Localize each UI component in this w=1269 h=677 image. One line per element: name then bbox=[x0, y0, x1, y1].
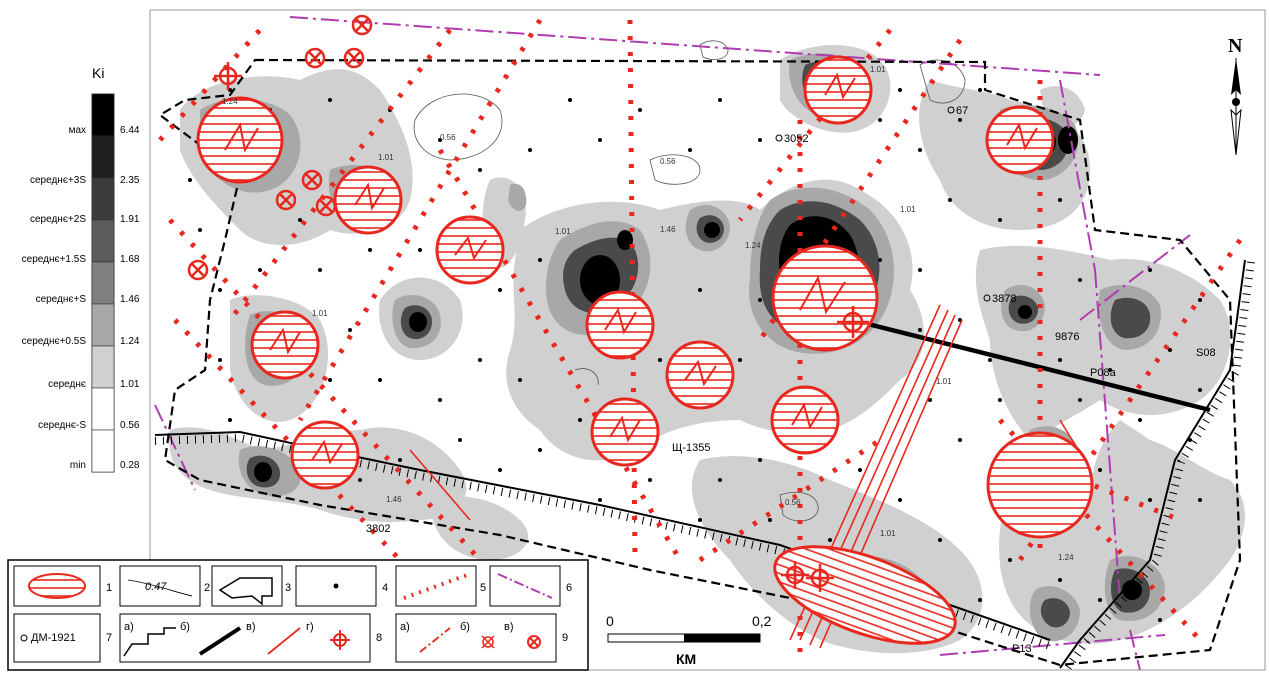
map-area: 3052 67 3878 9876 S08 P08a Щ-1355 3802 P… bbox=[154, 14, 1255, 670]
legend-labels: мах 6.44 середнє+3S 2.35 середнє+2S 1.91… bbox=[22, 125, 140, 471]
legend-swatch bbox=[91, 177, 115, 221]
key-8a: а) bbox=[124, 621, 134, 633]
scale-legend: Ki мах 6.44 середнє+3S 2.35 середнє+2S 1… bbox=[22, 65, 140, 473]
legend-label-max: мах bbox=[69, 125, 86, 136]
contour-label: 1.24 bbox=[1058, 553, 1074, 562]
legend-value-s: 1.46 bbox=[120, 294, 140, 305]
key-8: 8 bbox=[376, 632, 382, 644]
legend-value-3s: 2.35 bbox=[120, 175, 140, 186]
legend-value-minus-s: 0.56 bbox=[120, 420, 140, 431]
legend-swatch bbox=[91, 219, 115, 263]
key-8g: г) bbox=[306, 621, 314, 633]
north-arrow: N bbox=[1228, 35, 1243, 156]
legend-label-2s: середнє+2S bbox=[30, 214, 86, 225]
fault-lines bbox=[154, 16, 1191, 670]
north-label: N bbox=[1228, 35, 1243, 57]
key-5: 5 bbox=[480, 582, 486, 594]
well-67: 67 bbox=[956, 105, 968, 117]
legend-value-2s: 1.91 bbox=[120, 214, 140, 225]
well-3802: 3802 bbox=[366, 523, 390, 535]
contour-lines bbox=[413, 40, 966, 522]
legend-label-0-5s: середнє+0.5S bbox=[22, 336, 87, 347]
legend-swatches bbox=[91, 93, 115, 473]
legend-swatch bbox=[91, 261, 115, 305]
zigzag-marks bbox=[224, 72, 1038, 465]
scale-end: 0,2 bbox=[752, 613, 772, 629]
legend-swatch bbox=[91, 135, 115, 179]
contour-label: 1.01 bbox=[880, 529, 896, 538]
key-8v: в) bbox=[246, 621, 256, 633]
key-8b: б) bbox=[180, 621, 190, 633]
key-sample-value: 0.47 bbox=[145, 581, 167, 593]
legend-label-min: min bbox=[70, 460, 86, 471]
key-well-label: ДМ-1921 bbox=[31, 632, 76, 644]
legend-swatch bbox=[91, 345, 115, 389]
contour-label: 1.01 bbox=[555, 227, 571, 236]
well-p13: P13 bbox=[1012, 643, 1032, 655]
contour-label: 0.56 bbox=[660, 157, 676, 166]
legend-value-max: 6.44 bbox=[120, 125, 140, 136]
contour-label: 1.01 bbox=[900, 205, 916, 214]
scale-unit: КМ bbox=[676, 651, 696, 667]
key-2: 2 bbox=[204, 582, 210, 594]
contour-label: 1.46 bbox=[386, 495, 402, 504]
contour-label: 1.01 bbox=[936, 377, 952, 386]
legend-label-minus-s: середнє-S bbox=[38, 420, 86, 431]
key-3: 3 bbox=[285, 582, 291, 594]
contour-label: 1.24 bbox=[222, 97, 238, 106]
legend-swatch bbox=[91, 93, 115, 137]
legend-value-1-5s: 1.68 bbox=[120, 254, 140, 265]
key-7: 7 bbox=[106, 632, 112, 644]
contour-label: 0.56 bbox=[440, 133, 456, 142]
key-9: 9 bbox=[562, 632, 568, 644]
legend-value-0-5s: 1.24 bbox=[120, 336, 140, 347]
well-3052: 3052 bbox=[784, 133, 808, 145]
contour-label: 1.46 bbox=[660, 225, 676, 234]
well-9876: 9876 bbox=[1055, 331, 1079, 343]
scale-start: 0 bbox=[606, 613, 614, 629]
contour-label: 1.01 bbox=[870, 65, 886, 74]
map-key: 1 0.47 2 3 4 5 6 ДМ-1921 7 а) б) в) г) 8… bbox=[7, 559, 589, 671]
contour-label: 1.01 bbox=[312, 309, 328, 318]
well-p08a: P08a bbox=[1090, 367, 1117, 379]
target-markers bbox=[214, 62, 869, 592]
contour-label: 1.24 bbox=[745, 241, 761, 250]
key-1: 1 bbox=[106, 582, 112, 594]
legend-value-min: 0.28 bbox=[120, 460, 140, 471]
legend-title: Ki bbox=[92, 65, 104, 81]
legend-swatch bbox=[91, 429, 115, 473]
key-9a: а) bbox=[400, 621, 410, 633]
key-6: 6 bbox=[566, 582, 572, 594]
well-sch1355: Щ-1355 bbox=[672, 442, 710, 454]
legend-swatch bbox=[91, 303, 115, 347]
scale-bar: 0 0,2 КМ bbox=[606, 613, 772, 667]
key-9b: б) bbox=[460, 621, 470, 633]
key-9v: в) bbox=[504, 621, 514, 633]
legend-swatch bbox=[91, 387, 115, 431]
contour-label: 0.56 bbox=[785, 498, 801, 507]
legend-label-s: середнє+S bbox=[36, 294, 87, 305]
crossed-circle-markers bbox=[187, 14, 373, 281]
well-3878: 3878 bbox=[992, 293, 1016, 305]
legend-label-1-5s: середнє+1.5S bbox=[22, 254, 87, 265]
legend-label-3s: середнє+3S bbox=[30, 175, 86, 186]
key-4: 4 bbox=[382, 582, 388, 594]
well-labels: 3052 67 3878 9876 S08 P08a Щ-1355 3802 P… bbox=[366, 105, 1216, 655]
contour-label: 1.01 bbox=[378, 153, 394, 162]
legend-value-mean: 1.01 bbox=[120, 379, 140, 390]
contour-labels: 1.24 1.01 0.56 0.56 1.01 1.46 1.24 1.01 … bbox=[222, 65, 1074, 562]
legend-label-mean: середнє bbox=[48, 379, 86, 390]
well-s08: S08 bbox=[1196, 347, 1216, 359]
